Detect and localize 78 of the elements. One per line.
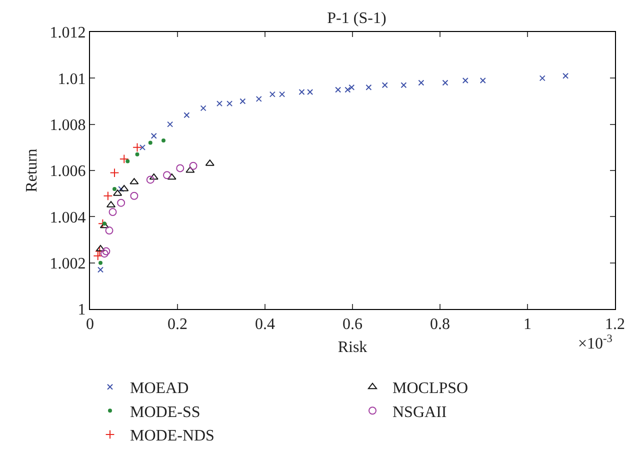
point <box>348 84 355 90</box>
legend-label: MOEAD <box>130 380 189 398</box>
point <box>480 77 486 84</box>
legend-label: MOCLPSO <box>392 380 468 398</box>
y-tick-label: 1.008 <box>50 116 86 134</box>
x-tick-label: 1 <box>524 316 532 334</box>
x-tick-label: 1.2 <box>605 316 625 334</box>
legend-label: MODE-SS <box>130 404 200 421</box>
point <box>335 86 342 93</box>
point <box>226 100 233 107</box>
point <box>382 82 388 88</box>
point <box>167 173 176 180</box>
point <box>200 105 206 112</box>
point <box>400 82 407 88</box>
point <box>96 244 106 252</box>
point <box>94 246 104 256</box>
legend-label: NSGAII <box>392 404 447 421</box>
point <box>146 176 154 184</box>
point <box>112 186 116 191</box>
point <box>126 159 130 164</box>
point <box>184 112 190 118</box>
point <box>189 162 198 170</box>
point <box>103 191 113 201</box>
point <box>176 164 184 172</box>
point <box>110 168 120 178</box>
point <box>167 121 174 128</box>
x-tick-label: 0.8 <box>430 316 450 334</box>
point <box>462 77 468 84</box>
chart-title: P-1 (S-1) <box>327 10 386 27</box>
point <box>132 142 142 152</box>
point <box>98 218 108 228</box>
point <box>120 184 129 192</box>
point <box>140 144 146 150</box>
point <box>100 250 108 258</box>
point <box>344 86 351 93</box>
point <box>539 75 546 82</box>
point <box>307 89 314 96</box>
point <box>279 91 286 98</box>
y-axis-title: Return <box>24 148 41 192</box>
point <box>105 226 114 235</box>
point <box>149 173 158 180</box>
y-tick-label: 1 <box>78 302 86 319</box>
point <box>256 96 262 102</box>
point <box>163 171 171 180</box>
y-tick-label: 1.004 <box>50 209 86 226</box>
point <box>100 222 109 228</box>
point <box>418 80 424 86</box>
y-tick-label: 1.006 <box>50 163 86 180</box>
y-tick-label: 1.012 <box>50 24 86 42</box>
point <box>216 100 222 107</box>
text: ×10$^{-3}$ <box>578 333 613 353</box>
x-tick-label: 0.2 <box>168 316 188 334</box>
point <box>162 138 166 142</box>
y-tick-label: 1.002 <box>50 255 86 272</box>
x-axis-title: Risk <box>338 338 368 356</box>
point <box>442 80 448 86</box>
point <box>269 91 276 98</box>
point <box>93 251 103 261</box>
point <box>240 98 246 104</box>
point <box>148 140 152 145</box>
point <box>108 208 117 216</box>
x-tick-label: 0 <box>86 316 94 334</box>
point <box>118 186 124 192</box>
x-tick-label: 0.4 <box>255 316 275 334</box>
point <box>119 154 129 164</box>
point <box>298 89 305 96</box>
point <box>102 247 110 256</box>
point <box>117 198 126 207</box>
point <box>366 84 372 90</box>
y-tick-label: 1.01 <box>58 70 86 88</box>
point <box>98 266 104 273</box>
point <box>130 192 138 200</box>
point <box>562 72 569 79</box>
legend-label: MODE-NDS <box>130 428 214 445</box>
point <box>135 152 140 156</box>
x-tick-label: 0.6 <box>342 316 362 334</box>
point <box>150 132 157 139</box>
point <box>98 260 102 265</box>
